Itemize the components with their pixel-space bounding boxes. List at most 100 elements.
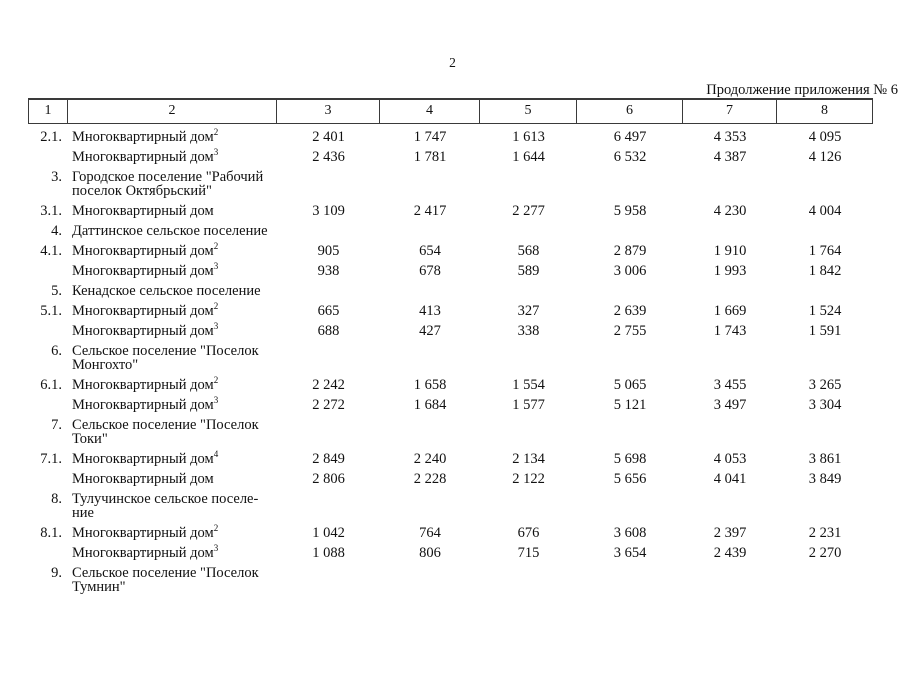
row-value: 665 (317, 303, 340, 319)
row-value (380, 566, 480, 594)
row-value: 1 554 (512, 377, 545, 393)
row-value: 2 439 (713, 545, 747, 561)
row-value (683, 418, 777, 446)
row-value: 3 849 (808, 471, 842, 487)
row-value: 2 849 (312, 451, 345, 467)
row-value: 4 053 (713, 451, 747, 467)
row-value (277, 224, 380, 238)
row-number (28, 546, 68, 560)
row-name-label: Многоквартирный дом (72, 397, 214, 413)
row-value: 5 065 (613, 377, 647, 393)
row-value: 6 532 (613, 149, 647, 165)
row-value: 1 910 (713, 243, 747, 259)
row-name-label: Сельское поселение "Поселок Тумнин" (72, 565, 259, 595)
row-name: Многоквартирный дом3 (68, 147, 277, 165)
row-value (683, 170, 777, 198)
row-value (683, 344, 777, 372)
row-number (28, 324, 68, 338)
row-value: 1 764 (808, 243, 842, 259)
row-value: 4 230 (713, 203, 747, 219)
row-value (683, 224, 777, 238)
row-name-label: Многоквартирный дом (72, 471, 214, 487)
row-value: 3 497 (713, 397, 747, 413)
row-name-label: Многоквартирный дом (72, 243, 214, 259)
row-value (480, 418, 577, 446)
row-number: 8. (51, 491, 62, 507)
row-value: 905 (317, 243, 340, 259)
row-name: Многоквартирный дом2 (68, 301, 277, 319)
column-header-2: 2 (68, 100, 277, 123)
row-value: 688 (317, 323, 340, 339)
footnote-ref: 2 (213, 127, 219, 138)
row-value: 715 (517, 545, 540, 561)
row-name: Многоквартирный дом2 (68, 127, 277, 145)
row-value: 413 (419, 303, 441, 319)
row-value (683, 566, 777, 594)
row-value: 2 242 (312, 377, 345, 393)
row-value: 2 401 (312, 129, 345, 145)
row-value (777, 224, 873, 238)
row-value: 2 417 (413, 203, 447, 219)
row-value: 1 669 (713, 303, 747, 319)
table-row: 4.1. Многоквартирный дом2 905 654 568 2 879 1 … (28, 241, 873, 259)
row-value: 2 436 (312, 149, 345, 165)
row-name: Многоквартирный дом2 (68, 524, 277, 541)
footnote-ref: 3 (213, 147, 219, 158)
row-value: 3 109 (312, 203, 345, 219)
row-name: Многоквартирный дом3 (68, 261, 277, 279)
row-value (480, 170, 577, 198)
row-name: Многоквартирный дом3 (68, 543, 277, 561)
row-name-label: Многоквартирный дом (72, 451, 214, 467)
row-value (777, 492, 873, 520)
row-value: 3 861 (808, 451, 842, 467)
row-value: 764 (419, 525, 441, 541)
row-name-label: Многоквартирный дом (72, 377, 214, 393)
row-value: 2 277 (512, 203, 545, 219)
row-name: Многоквартирный дом2 (68, 376, 277, 393)
row-value (577, 170, 683, 198)
table-row: 5.1. Многоквартирный дом2 665 413 327 2 639 1 … (28, 301, 873, 319)
row-value (777, 344, 873, 372)
row-value (577, 492, 683, 520)
footnote-ref: 3 (213, 543, 219, 554)
row-value (380, 224, 480, 238)
row-name-label: Многоквартирный дом (72, 303, 214, 319)
row-number: 7. (51, 417, 62, 433)
column-header-5: 5 (480, 100, 577, 123)
row-name-label: Многоквартирный дом (72, 129, 214, 145)
footnote-ref: 3 (213, 321, 219, 332)
row-value: 678 (419, 263, 441, 279)
footnote-ref: 3 (213, 395, 219, 406)
row-value: 5 958 (613, 203, 647, 219)
table-row: 8. Тулучинское сельское поселе- ние (28, 491, 873, 521)
footnote-ref: 3 (213, 261, 219, 272)
row-name: Многоквартирный дом3 (68, 395, 277, 413)
footnote-ref: 2 (213, 301, 219, 312)
row-value: 1 747 (413, 129, 447, 145)
page-number: 2 (449, 55, 456, 70)
table-row: 9. Сельское поселение "Поселок Тумнин" (28, 565, 873, 595)
row-value (683, 284, 777, 298)
row-value: 1 658 (413, 377, 447, 393)
table-row: Многоквартирный дом 2 806 2 228 2 122 5 656 4… (28, 471, 873, 487)
table-row: 8.1. Многоквартирный дом2 1 042 764 676 3 608… (28, 524, 873, 541)
row-name: Сельское поселение "Поселок Монгохто" (68, 344, 277, 373)
row-number (28, 472, 68, 486)
row-value (380, 418, 480, 446)
row-value: 2 806 (312, 471, 345, 487)
row-value (577, 284, 683, 298)
row-name: Сельское поселение "Поселок Тумнин" (68, 565, 277, 595)
row-value: 5 656 (613, 471, 647, 487)
row-name: Кенадское сельское поселение (68, 284, 277, 299)
row-value: 2 228 (413, 471, 447, 487)
row-number: 5.1. (40, 303, 62, 319)
row-value: 1 524 (808, 303, 842, 319)
row-value: 1 842 (808, 263, 842, 279)
column-header-7: 7 (683, 100, 777, 123)
row-value (480, 492, 577, 520)
footnote-ref: 2 (213, 241, 219, 252)
table-row: 7.1. Многоквартирный дом4 2 849 2 240 2 134 5… (28, 450, 873, 467)
row-name: Многоквартирный дом (68, 471, 277, 487)
row-value: 3 654 (613, 545, 647, 561)
row-value (277, 492, 380, 520)
